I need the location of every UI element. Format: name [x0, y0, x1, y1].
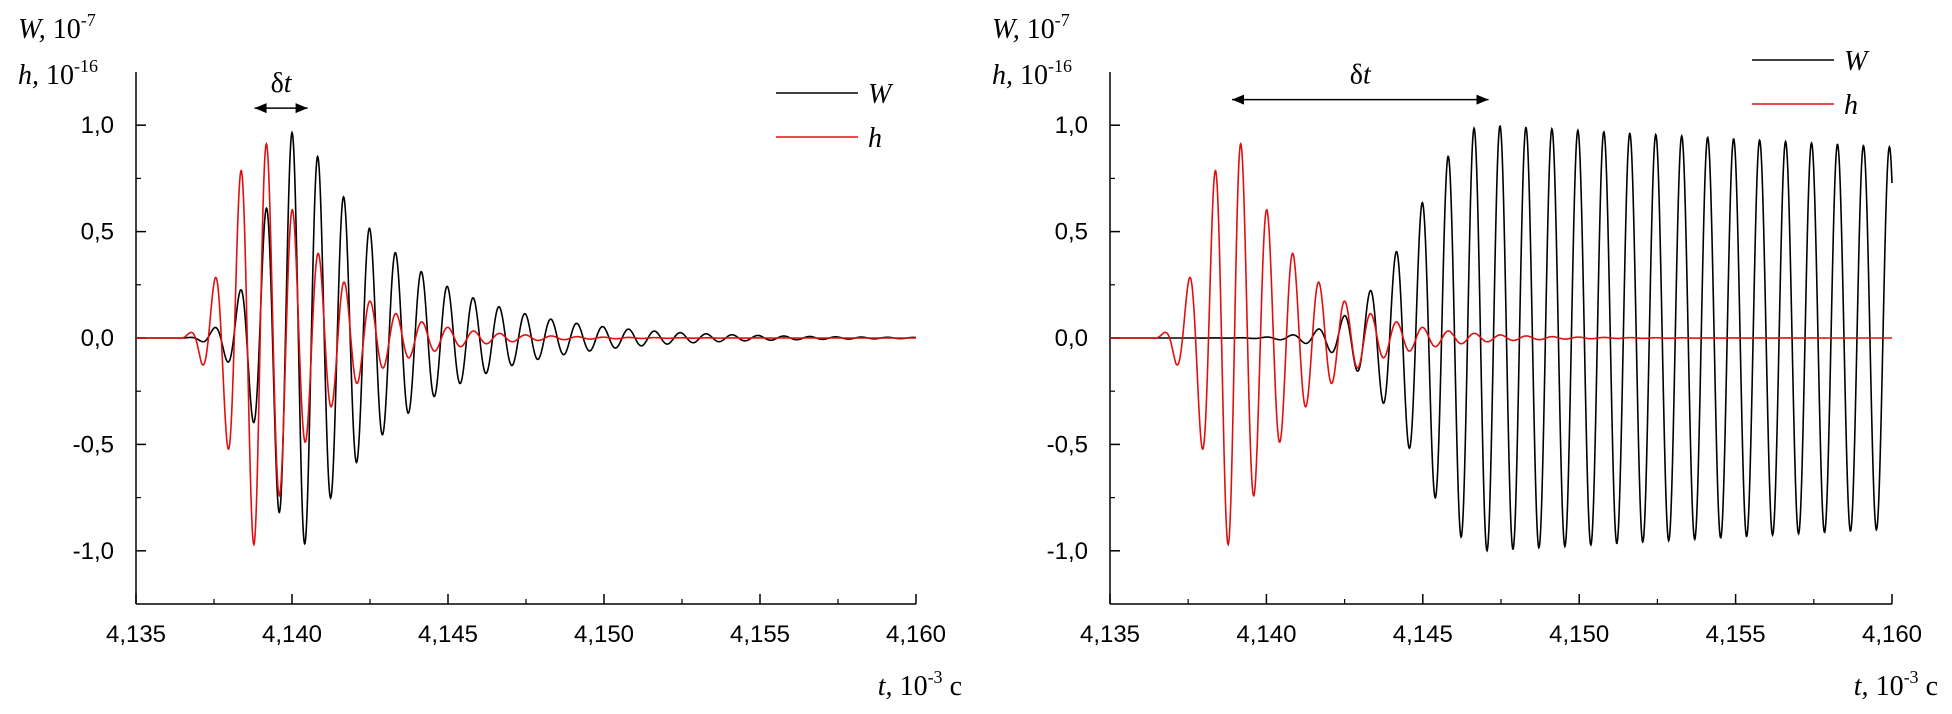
delta-t-arrowhead-right — [295, 103, 308, 114]
delta-t-label: δt — [271, 68, 293, 99]
x-tick-label: 4,160 — [1862, 621, 1922, 648]
series-line-W — [136, 130, 917, 546]
y-tick-label: 1,0 — [81, 112, 114, 139]
y-axis-label-w: W, 10-7 — [992, 10, 1070, 45]
y-axis-label-h: h, 10-16 — [992, 56, 1072, 91]
right-chart: 4,135 4,140 4,145 4,150 4,155 4,160 1,0 0,5 0,0 -… — [992, 10, 1938, 702]
series-line-h — [1110, 141, 1892, 547]
delta-t-arrowhead-right — [1476, 94, 1489, 105]
legend-label-W: W — [1844, 46, 1870, 77]
delta-t-label: δt — [1350, 60, 1372, 91]
delta-t-arrowhead-left — [254, 103, 267, 114]
y-tick-label: -1,0 — [73, 538, 114, 565]
y-tick-label: -1,0 — [1047, 538, 1088, 565]
y-tick-label: 0,0 — [1055, 325, 1088, 352]
delta-t-arrowhead-left — [1231, 94, 1244, 105]
x-tick-label: 4,145 — [418, 621, 478, 648]
legend-label-h: h — [1844, 90, 1858, 121]
x-axis-label: t, 10-3 c — [878, 667, 962, 702]
legend-label-h: h — [868, 123, 882, 154]
x-tick-label: 4,140 — [262, 621, 322, 648]
series-line-h — [136, 141, 916, 547]
x-tick-label: 4,155 — [730, 621, 790, 648]
x-axis-label: t, 10-3 c — [1854, 667, 1938, 702]
legend-label-W: W — [868, 79, 894, 110]
y-tick-label: -0,5 — [73, 431, 114, 458]
x-tick-label: 4,140 — [1236, 621, 1296, 648]
y-axis-label-w: W, 10-7 — [18, 10, 96, 45]
y-tick-label: -0,5 — [1047, 431, 1088, 458]
y-tick-label: 0,5 — [81, 219, 114, 246]
x-tick-label: 4,135 — [1080, 621, 1140, 648]
y-tick-label: 0,5 — [1055, 219, 1088, 246]
series-line-W — [1110, 124, 1893, 553]
x-tick-label: 4,160 — [886, 621, 946, 648]
y-tick-label: 1,0 — [1055, 112, 1088, 139]
x-tick-label: 4,135 — [106, 621, 166, 648]
x-tick-label: 4,155 — [1706, 621, 1766, 648]
x-tick-label: 4,150 — [1549, 621, 1609, 648]
x-tick-label: 4,145 — [1393, 621, 1453, 648]
y-axis-label-h: h, 10-16 — [18, 56, 98, 91]
left-chart: 4,135 4,140 4,145 4,150 4,155 4,160 1,0 0,5 0,0 -… — [18, 10, 962, 702]
y-tick-label: 0,0 — [81, 325, 114, 352]
x-tick-label: 4,150 — [574, 621, 634, 648]
